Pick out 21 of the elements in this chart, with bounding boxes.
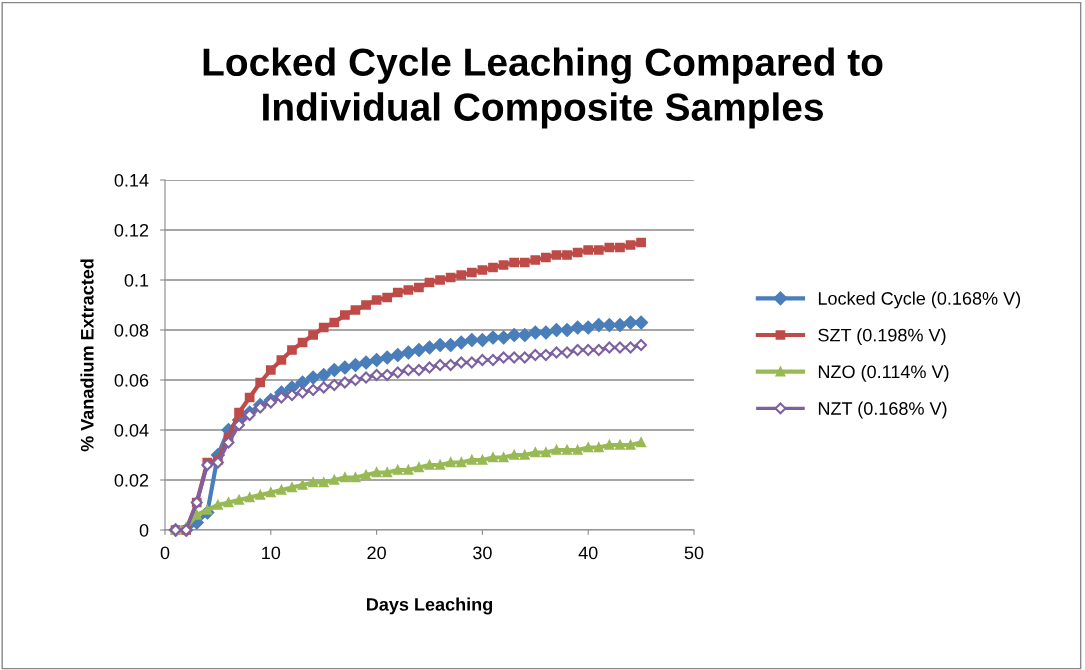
x-tick-label: 40 bbox=[578, 546, 598, 560]
chart-title: Locked Cycle Leaching Compared to Individual Composite Samples bbox=[203, 47, 883, 129]
y-tick-label: 0.08 bbox=[114, 323, 149, 337]
y-tick-label: 0.02 bbox=[114, 473, 149, 487]
legend-label: NZT (0.168% V) bbox=[818, 401, 947, 419]
y-tick-label: 0.04 bbox=[114, 423, 149, 437]
x-tick-label: 10 bbox=[262, 546, 281, 560]
y-tick-label: 0.12 bbox=[114, 223, 149, 237]
y-tick-label: 0.06 bbox=[114, 373, 149, 387]
x-tick-label: 50 bbox=[684, 546, 704, 560]
x-axis-title: Days Leaching bbox=[366, 597, 493, 615]
legend-label: SZT (0.198% V) bbox=[818, 328, 946, 346]
y-axis-title: % Vanadium Extracted bbox=[80, 259, 94, 452]
x-tick-label: 0 bbox=[160, 546, 170, 560]
y-tick-label: 0 bbox=[139, 523, 149, 537]
legend-label: Locked Cycle (0.168% V) bbox=[818, 291, 1021, 309]
legend-label: NZO (0.114% V) bbox=[818, 364, 949, 382]
y-tick-label: 0.1 bbox=[124, 273, 149, 287]
x-tick-label: 20 bbox=[367, 546, 386, 560]
y-tick-label: 0.14 bbox=[114, 173, 149, 187]
x-tick-label: 30 bbox=[473, 546, 492, 560]
